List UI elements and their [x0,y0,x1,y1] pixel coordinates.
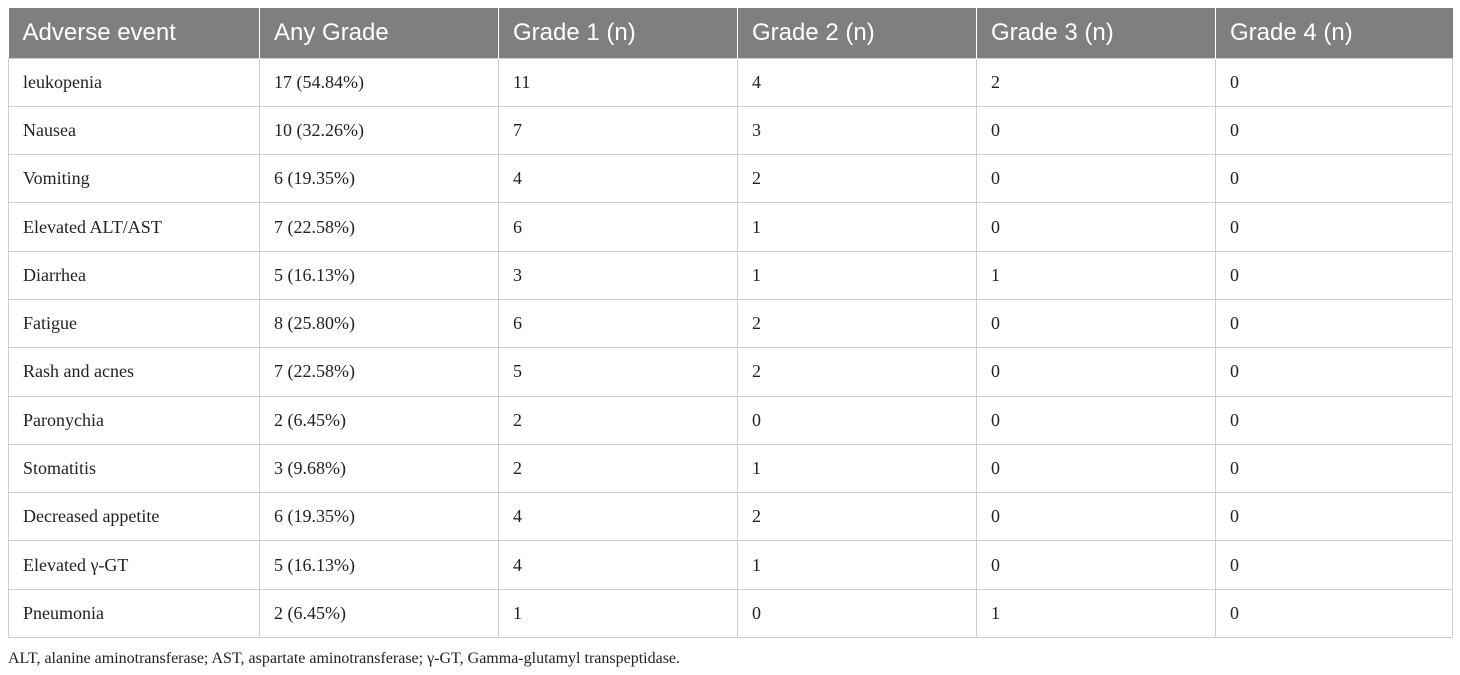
header-cell: Adverse event [8,8,260,58]
table-cell: Stomatitis [8,443,260,494]
table-cell: 1 [737,443,977,494]
table-cell: Nausea [8,105,260,156]
table-cell: 0 [976,540,1216,590]
table-body: leukopenia 17 (54.84%) 11 4 2 0 Nausea 10 (32.2… [8,57,1453,639]
table-header: Adverse event Any Grade Grade 1 (n) Grade 2… [8,8,1453,58]
table-row: Vomiting 6 (19.35%) 4 2 0 0 [8,154,1453,204]
table-cell: 2 [737,347,977,397]
table-row: Decreased appetite 6 (19.35%) 4 2 0 0 [8,492,1453,542]
table-cell: 0 [976,492,1216,542]
table-cell: 5 (16.13%) [259,540,499,590]
table-cell: 0 [976,154,1216,204]
table-cell: 0 [1215,298,1453,349]
table-cell: 11 [498,57,738,107]
table-cell: 17 (54.84%) [259,57,499,107]
table-cell: 0 [976,298,1216,349]
table-cell: 0 [976,347,1216,397]
header-cell: Grade 1 (n) [498,8,738,58]
table-row: Paronychia 2 (6.45%) 2 0 0 0 [8,395,1453,445]
table-cell: 0 [1215,588,1453,639]
table-cell: 1 [498,588,738,639]
table-cell: 4 [737,57,977,107]
table-cell: 6 [498,298,738,349]
table-cell: 1 [976,588,1216,639]
table-cell: 0 [1215,154,1453,204]
table-cell: Paronychia [8,395,260,445]
table-cell: Fatigue [8,298,260,349]
table-cell: 7 [498,105,738,156]
table-cell: Pneumonia [8,588,260,639]
table-cell: 3 [737,105,977,156]
table-cell: 6 (19.35%) [259,492,499,542]
table-cell: 0 [1215,202,1453,252]
table-cell: 3 [498,250,738,300]
table-cell: 0 [1215,540,1453,590]
table-cell: 0 [976,105,1216,156]
header-cell: Grade 4 (n) [1215,8,1453,58]
table-cell: 7 (22.58%) [259,202,499,252]
table-cell: 2 [737,154,977,204]
table-cell: leukopenia [8,57,260,107]
adverse-event-table: Adverse event Any Grade Grade 1 (n) Grade 2… [8,8,1453,639]
table-row: Nausea 10 (32.26%) 7 3 0 0 [8,105,1453,156]
table-cell: Elevated ALT/AST [8,202,260,252]
table-cell: 2 [976,57,1216,107]
header-cell: Grade 3 (n) [976,8,1216,58]
table-cell: 2 [737,492,977,542]
header-cell: Any Grade [259,8,499,58]
table-cell: 0 [737,588,977,639]
table-cell: 0 [737,395,977,445]
table-cell: 0 [1215,443,1453,494]
table-cell: 1 [976,250,1216,300]
table-cell: Decreased appetite [8,492,260,542]
table-cell: 5 [498,347,738,397]
table-cell: 2 [737,298,977,349]
table-cell: 5 (16.13%) [259,250,499,300]
table-cell: 0 [1215,57,1453,107]
table-cell: 3 (9.68%) [259,443,499,494]
table-cell: 10 (32.26%) [259,105,499,156]
header-row: Adverse event Any Grade Grade 1 (n) Grade 2… [8,8,1453,58]
table-cell: 0 [1215,250,1453,300]
table-cell: 8 (25.80%) [259,298,499,349]
table-cell: 7 (22.58%) [259,347,499,397]
table-row: Elevated γ-GT 5 (16.13%) 4 1 0 0 [8,540,1453,590]
table-cell: 4 [498,540,738,590]
table-cell: 0 [976,443,1216,494]
table-row: Fatigue 8 (25.80%) 6 2 0 0 [8,298,1453,349]
footnote: ALT, alanine aminotransferase; AST, aspa… [8,650,681,667]
table-cell: 0 [1215,347,1453,397]
table-cell: Diarrhea [8,250,260,300]
table-cell: 2 (6.45%) [259,395,499,445]
table-cell: 4 [498,492,738,542]
table-cell: 1 [737,250,977,300]
table-cell: 6 [498,202,738,252]
table-cell: 6 (19.35%) [259,154,499,204]
table-cell: 0 [1215,395,1453,445]
table-row: Stomatitis 3 (9.68%) 2 1 0 0 [8,443,1453,494]
table-cell: 1 [737,540,977,590]
table-cell: 2 [498,395,738,445]
table-cell: 2 (6.45%) [259,588,499,639]
table-cell: 0 [1215,105,1453,156]
table-row: Diarrhea 5 (16.13%) 3 1 1 0 [8,250,1453,300]
table-cell: 2 [498,443,738,494]
table-cell: 4 [498,154,738,204]
table-cell: Elevated γ-GT [8,540,260,590]
table-row: Pneumonia 2 (6.45%) 1 0 1 0 [8,588,1453,639]
header-cell: Grade 2 (n) [737,8,977,58]
table-row: Elevated ALT/AST 7 (22.58%) 6 1 0 0 [8,202,1453,252]
table-row: leukopenia 17 (54.84%) 11 4 2 0 [8,57,1453,107]
table-cell: 1 [737,202,977,252]
table-cell: 0 [976,395,1216,445]
table-cell: Rash and acnes [8,347,260,397]
table-cell: Vomiting [8,154,260,204]
table-row: Rash and acnes 7 (22.58%) 5 2 0 0 [8,347,1453,397]
table-cell: 0 [1215,492,1453,542]
table-cell: 0 [976,202,1216,252]
